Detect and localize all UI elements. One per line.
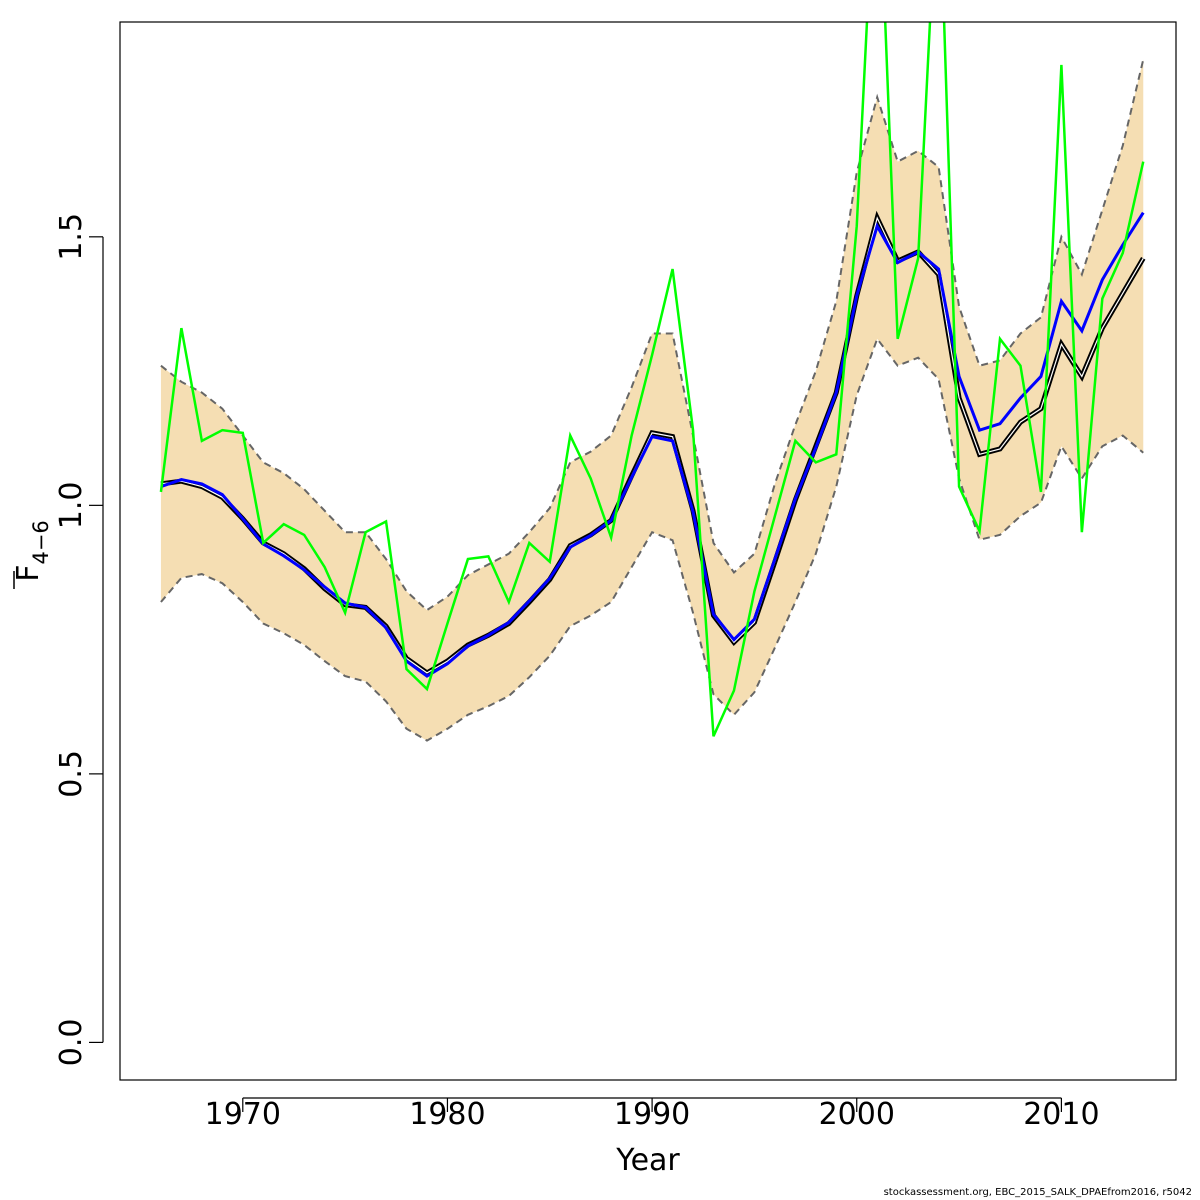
series-line-green xyxy=(159,22,1145,737)
y-tick-label: 0.0 xyxy=(54,1019,89,1067)
series-line-blue xyxy=(160,211,1145,678)
confidence-band-lower-edge xyxy=(160,336,1144,742)
y-tick-label: 0.5 xyxy=(54,750,89,798)
plot-frame xyxy=(119,21,1177,1081)
y-axis-title-subscript: 4−6 xyxy=(29,520,53,564)
x-tick-label: 1990 xyxy=(614,1097,690,1132)
y-tick-label: 1.0 xyxy=(54,481,89,529)
x-tick-label: 2000 xyxy=(819,1097,895,1132)
confidence-band-upper-edge xyxy=(160,59,1145,612)
confidence-band xyxy=(160,59,1144,741)
y-axis-title: F4−6 xyxy=(11,520,53,589)
y-axis-title-main: F xyxy=(11,565,46,582)
x-axis-title: Year xyxy=(615,1143,680,1178)
svg-text:F4−6: F4−6 xyxy=(11,520,53,582)
x-tick-label: 2010 xyxy=(1023,1097,1099,1132)
x-axis: 1970 1980 1990 2000 2010 xyxy=(205,1097,1100,1132)
y-tick-label: 1.5 xyxy=(54,213,89,261)
footnote: stockassessment.org, EBC_2015_SALK_DPAEf… xyxy=(883,1187,1192,1198)
x-tick-label: 1980 xyxy=(409,1097,485,1132)
x-tick-label: 1970 xyxy=(205,1097,281,1132)
y-axis: 0.0 0.5 1.0 1.5 xyxy=(54,213,104,1067)
plot-area xyxy=(159,22,1146,742)
